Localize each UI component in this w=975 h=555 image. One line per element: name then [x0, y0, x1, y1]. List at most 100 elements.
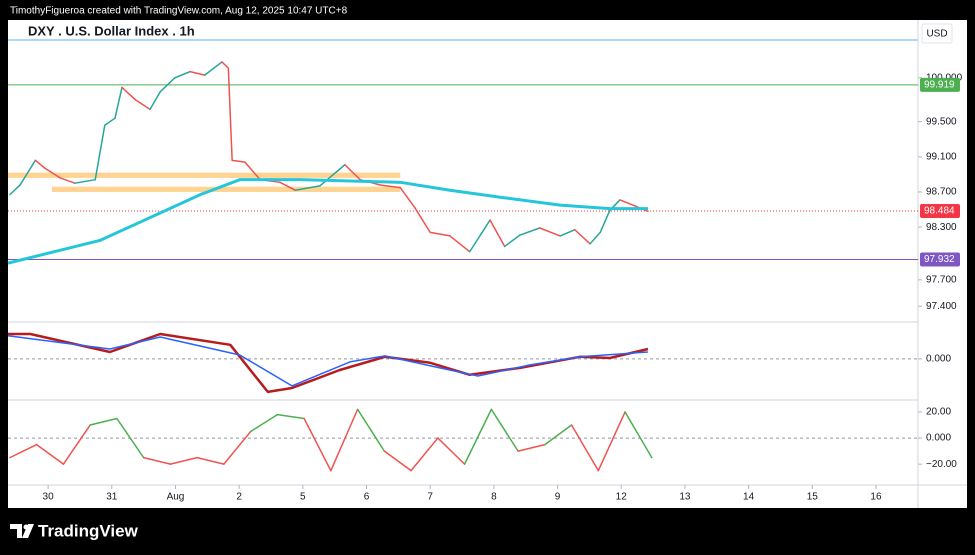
line-segment — [19, 159, 37, 186]
y-tick-label: −20.00 — [926, 459, 957, 470]
line-segment — [559, 229, 576, 237]
line-segment — [231, 159, 246, 163]
x-tick-label: 2 — [236, 492, 242, 503]
line-segment — [89, 417, 118, 426]
line-segment — [44, 167, 61, 179]
line-segment — [624, 411, 653, 459]
line-segment — [223, 430, 252, 465]
line-segment — [196, 456, 225, 465]
line-segment — [303, 417, 332, 472]
line-segment — [437, 437, 466, 465]
line-segment — [59, 177, 76, 184]
x-tick-label: 14 — [743, 492, 755, 503]
line-segment — [463, 408, 493, 465]
line-segment — [134, 98, 151, 111]
y-tick-label: 97.700 — [926, 274, 957, 285]
line-segment — [104, 117, 116, 126]
line-segment — [544, 424, 573, 446]
x-tick-label: 30 — [43, 492, 55, 503]
line-segment — [114, 86, 123, 119]
line-segment — [503, 234, 521, 248]
line-segment — [574, 229, 591, 245]
y-tick-label: 20.00 — [926, 407, 951, 418]
y-tick-label: 0.000 — [926, 433, 951, 444]
currency-box[interactable] — [921, 23, 953, 44]
line-segment — [379, 184, 402, 189]
x-tick-label: 7 — [427, 492, 433, 503]
series-line — [7, 335, 649, 387]
line-segment — [410, 437, 439, 472]
line-segment — [468, 219, 491, 253]
x-tick-label: Aug — [167, 492, 185, 503]
x-tick-label: 31 — [106, 492, 118, 503]
line-segment — [174, 70, 191, 79]
chart-title: DXY . U.S. Dollar Index . 1h — [28, 23, 195, 38]
line-segment — [489, 219, 506, 248]
line-segment — [538, 227, 561, 237]
level-label: 98.484 — [924, 206, 955, 217]
line-segment — [204, 61, 223, 76]
line-segment — [570, 424, 600, 472]
line-segment — [189, 70, 206, 76]
level-label: 99.919 — [924, 80, 955, 91]
line-segment — [383, 450, 412, 472]
line-segment — [116, 417, 145, 459]
line-segment — [35, 443, 65, 465]
line-segment — [599, 209, 611, 234]
chart-area — [8, 20, 967, 508]
level-label-box — [920, 77, 960, 92]
line-segment — [356, 408, 386, 452]
y-tick-label: 99.500 — [926, 116, 957, 127]
x-tick-label: 15 — [807, 492, 819, 503]
x-tick-label: 16 — [870, 492, 882, 503]
currency: USD — [926, 29, 947, 40]
line-segment — [279, 181, 296, 191]
logo — [10, 524, 34, 538]
logo-dot — [23, 524, 29, 530]
line-segment — [159, 77, 176, 93]
line-segment — [169, 456, 198, 465]
line-segment — [62, 424, 91, 465]
x-tick-label: 12 — [616, 492, 628, 503]
level-label: 97.932 — [924, 254, 955, 265]
y-tick-label: 99.100 — [926, 151, 957, 162]
line-segment — [619, 199, 637, 207]
line-segment — [294, 185, 321, 191]
x-tick-label: 6 — [364, 492, 370, 503]
y-tick-label: 98.700 — [926, 187, 957, 198]
line-segment — [244, 161, 261, 181]
line-segment — [121, 86, 137, 101]
line-segment — [344, 163, 361, 181]
line-segment — [414, 207, 431, 234]
x-tick-label: 9 — [555, 492, 561, 503]
y-tick-label: 97.400 — [926, 301, 957, 312]
line-segment — [9, 184, 21, 196]
line-segment — [74, 178, 96, 184]
series-line — [7, 178, 648, 265]
line-segment — [227, 67, 233, 162]
line-segment — [319, 163, 346, 187]
zone — [51, 186, 401, 192]
line-segment — [589, 231, 601, 245]
line-segment — [490, 408, 519, 452]
line-segment — [221, 61, 230, 69]
line-segment — [142, 456, 172, 465]
x-tick-label: 5 — [300, 492, 306, 503]
y-tick-label: 0.000 — [926, 354, 951, 365]
y-tick-label: 98.300 — [926, 222, 957, 233]
credit: TimothyFigueroa created with TradingView… — [10, 6, 348, 17]
line-segment — [449, 235, 471, 253]
line-segment — [9, 443, 38, 459]
line-segment — [517, 443, 546, 452]
x-tick-label: 13 — [679, 492, 691, 503]
level-label-box — [920, 252, 960, 267]
line-segment — [94, 124, 106, 181]
line-segment — [276, 413, 305, 420]
level-label-box — [920, 203, 960, 218]
line-segment — [399, 186, 416, 209]
line-segment — [249, 413, 279, 433]
x-tick-label: 8 — [491, 492, 497, 503]
line-segment — [330, 408, 359, 472]
